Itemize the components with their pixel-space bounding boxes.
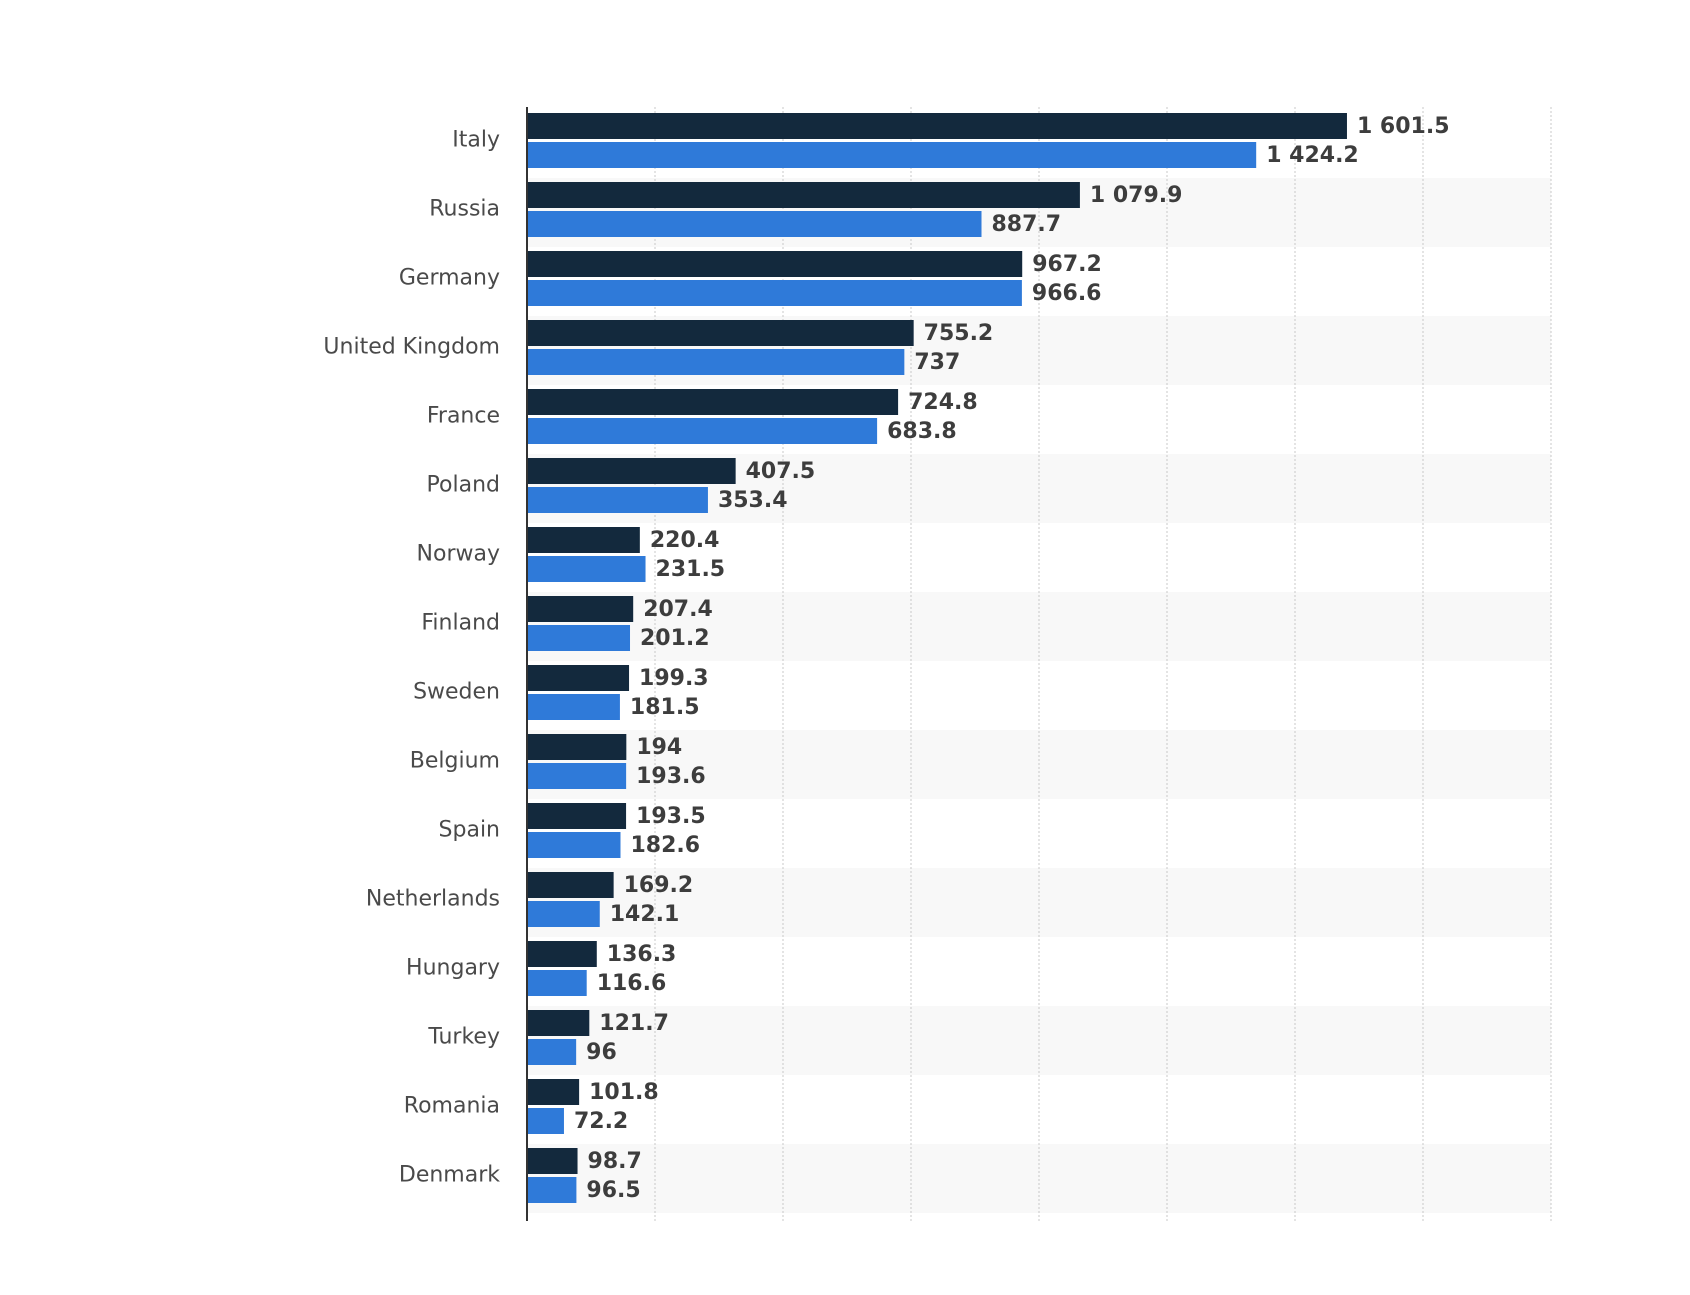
bar — [527, 527, 640, 553]
category-label: Turkey — [427, 1025, 500, 1050]
data-label: 966.6 — [1032, 281, 1102, 306]
value-labels: 1 601.5 1 424.2 1 079.9 887.7 967.2 966.6 755.… — [574, 114, 1450, 1203]
bar — [527, 901, 600, 927]
bar — [527, 625, 631, 651]
data-label: 142.1 — [610, 902, 680, 927]
data-label: 101.8 — [589, 1080, 659, 1105]
bar — [527, 941, 597, 967]
data-label: 169.2 — [624, 873, 694, 898]
category-label: United Kingdom — [323, 335, 500, 360]
bar — [527, 142, 1257, 168]
bar — [527, 1079, 580, 1105]
bar — [527, 872, 614, 898]
row-stripe — [527, 1144, 1551, 1213]
bar — [527, 458, 736, 484]
data-label: 96.5 — [586, 1178, 640, 1203]
bar — [527, 596, 634, 622]
bar — [527, 349, 905, 375]
bar — [527, 1177, 577, 1203]
data-label: 724.8 — [908, 390, 978, 415]
data-label: 136.3 — [607, 942, 677, 967]
data-label: 193.6 — [636, 764, 706, 789]
bar — [527, 1148, 578, 1174]
bar — [527, 1010, 590, 1036]
data-label: 201.2 — [640, 626, 710, 651]
data-label: 1 601.5 — [1357, 114, 1450, 139]
category-label: Romania — [404, 1094, 500, 1119]
data-label: 683.8 — [887, 419, 957, 444]
data-label: 231.5 — [656, 557, 726, 582]
bars — [527, 113, 1347, 1203]
data-label: 407.5 — [746, 459, 816, 484]
bar — [527, 211, 982, 237]
data-label: 193.5 — [636, 804, 706, 829]
data-label: 887.7 — [992, 212, 1062, 237]
category-label: France — [427, 404, 500, 429]
category-label: Russia — [429, 197, 500, 222]
category-label: Sweden — [413, 680, 500, 705]
category-labels: Italy Russia Germany United Kingdom France Po… — [323, 128, 500, 1188]
data-label: 96 — [586, 1040, 617, 1065]
category-label: Norway — [417, 542, 500, 567]
bar — [527, 418, 878, 444]
bar — [527, 113, 1347, 139]
bar — [527, 320, 914, 346]
category-label: Germany — [399, 266, 500, 291]
data-label: 1 424.2 — [1266, 143, 1359, 168]
data-label: 72.2 — [574, 1109, 628, 1134]
data-label: 755.2 — [924, 321, 994, 346]
data-label: 737 — [914, 350, 960, 375]
category-label: Poland — [427, 473, 500, 498]
bar — [527, 487, 708, 513]
data-label: 181.5 — [630, 695, 700, 720]
bar — [527, 763, 627, 789]
data-label: 967.2 — [1032, 252, 1102, 277]
data-label: 220.4 — [650, 528, 720, 553]
bar — [527, 1108, 564, 1134]
category-label: Denmark — [399, 1163, 500, 1188]
category-label: Spain — [439, 818, 500, 843]
data-label: 1 079.9 — [1090, 183, 1183, 208]
bar — [527, 734, 627, 760]
category-label: Finland — [421, 611, 500, 636]
data-label: 199.3 — [639, 666, 709, 691]
bar — [527, 182, 1080, 208]
category-label: Italy — [452, 128, 500, 153]
category-label: Belgium — [410, 749, 500, 774]
bar — [527, 665, 630, 691]
category-label: Hungary — [406, 956, 500, 981]
data-label: 121.7 — [599, 1011, 669, 1036]
data-label: 98.7 — [588, 1149, 642, 1174]
bar — [527, 694, 620, 720]
bar — [527, 832, 621, 858]
bar — [527, 803, 627, 829]
bar — [527, 970, 587, 996]
bar — [527, 280, 1022, 306]
data-label: 353.4 — [718, 488, 788, 513]
bar — [527, 556, 646, 582]
data-label: 194 — [636, 735, 682, 760]
category-label: Netherlands — [366, 887, 500, 912]
data-label: 182.6 — [630, 833, 700, 858]
data-label: 116.6 — [597, 971, 667, 996]
bar — [527, 389, 899, 415]
data-label: 207.4 — [643, 597, 713, 622]
bar — [527, 251, 1023, 277]
bar — [527, 1039, 577, 1065]
